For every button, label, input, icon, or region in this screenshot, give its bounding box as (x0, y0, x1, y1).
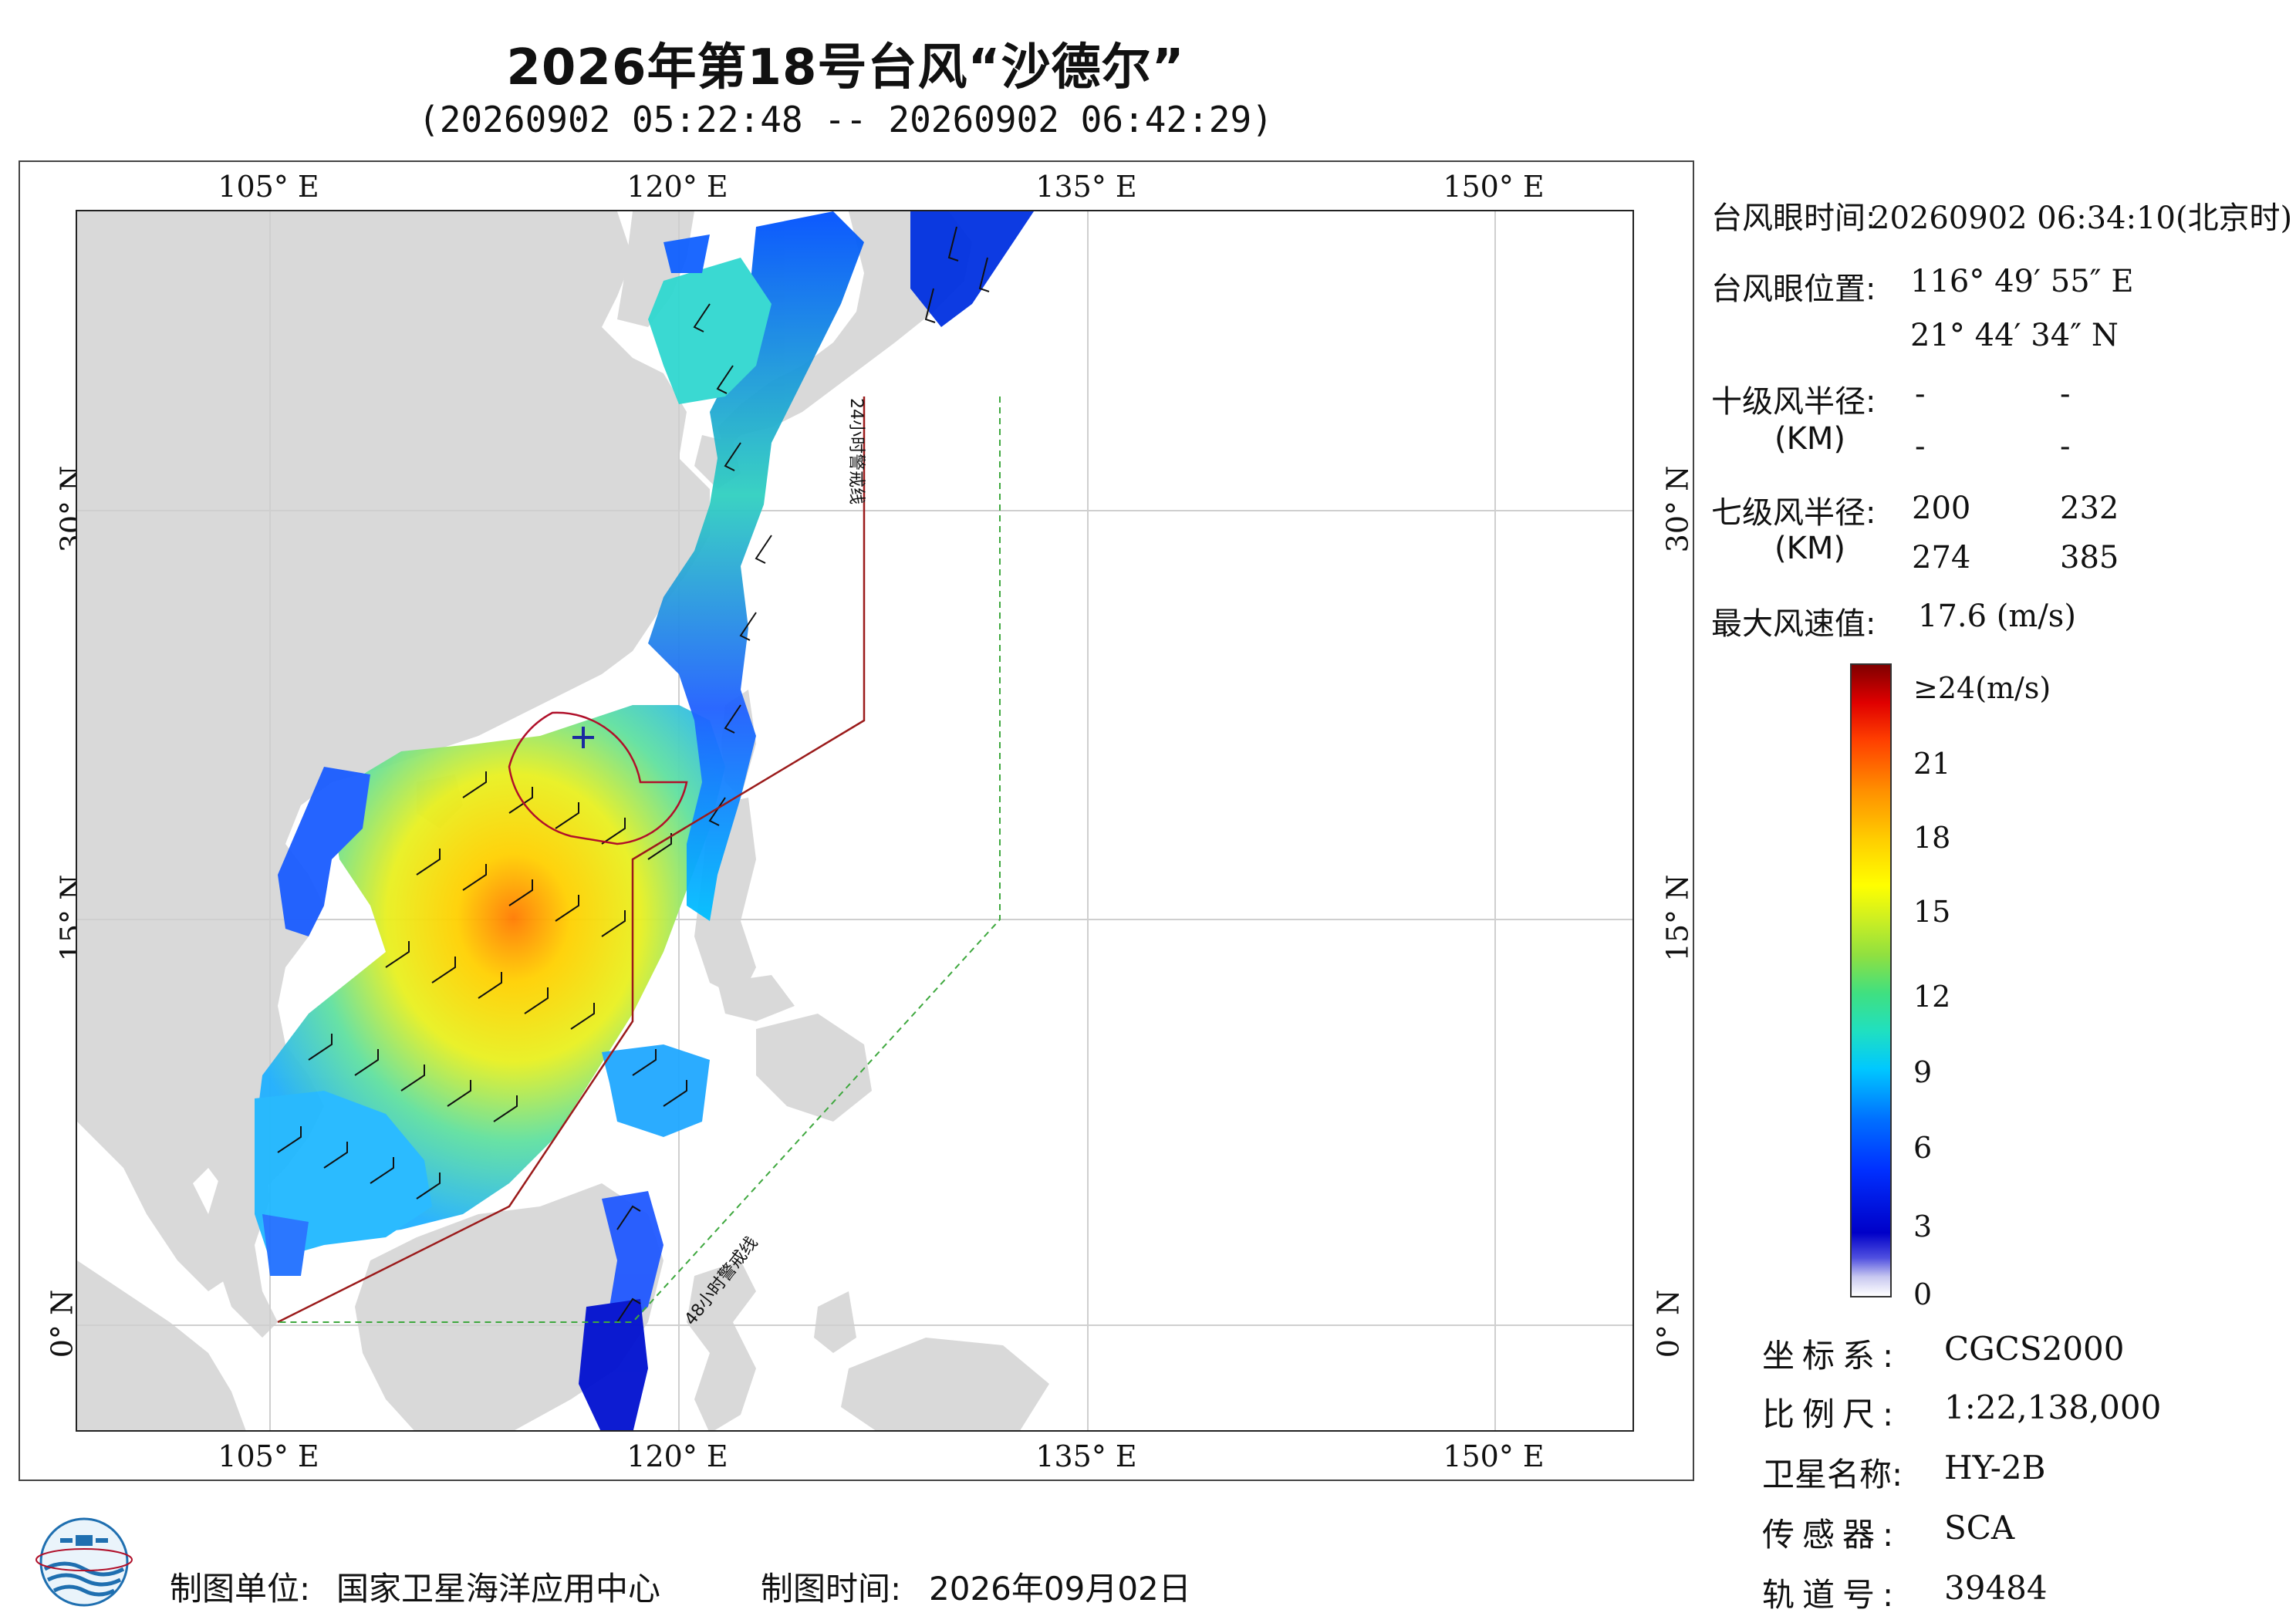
max-wind-value: 17.6 (m/s) (1918, 599, 2076, 634)
typhoon-eye-icon (572, 727, 594, 748)
orbit-label: 轨道号: (1762, 1576, 1902, 1614)
land-halmahera (814, 1291, 856, 1353)
lat-label-right-30: 30° N (1660, 465, 1695, 553)
map-subtitle: (20260902 05:22:48 -- 20260902 06:42:29) (418, 99, 1273, 140)
r7-value-ne: 200 (1912, 491, 1971, 526)
land-sulawesi (687, 1260, 756, 1430)
land-visayas (718, 975, 795, 1021)
wind-swath-south (255, 1091, 432, 1260)
eye-position-lat: 21° 44′ 34″ N (1910, 318, 2119, 353)
sensor-value: SCA (1944, 1509, 2015, 1547)
wind-swath-makassar (579, 1299, 648, 1430)
warning-line-24h-label: 24小时警戒线 (846, 398, 866, 504)
colorbar-tick-18: 18 (1913, 821, 1951, 855)
scale-value: 1:22,138,000 (1944, 1388, 2162, 1426)
orbit-value: 39484 (1944, 1569, 2048, 1607)
lon-label-bottom-150: 150° E (1443, 1439, 1545, 1473)
land-new-guinea (841, 1338, 1049, 1430)
producer-value: 国家卫星海洋应用中心 (336, 1570, 661, 1608)
r10-value-se: - (2060, 376, 2071, 412)
land-mindanao (756, 1014, 872, 1122)
eye-position-label: 台风眼位置: (1711, 272, 1876, 307)
colorbar-tick-21: 21 (1913, 747, 1951, 781)
wind-swath-gulf (278, 767, 370, 936)
r7-value-se: 232 (2060, 491, 2119, 526)
lat-label-right-0: 0° N (1651, 1289, 1686, 1358)
satellite-value: HY-2B (1944, 1449, 2046, 1486)
wind-swath-japan-sea (910, 211, 1034, 327)
production-date-label: 制图时间: (761, 1570, 902, 1608)
wind-swath-east-sea (648, 211, 864, 921)
eye-position-lon: 116° 49′ 55″ E (1910, 264, 2134, 299)
r7-unit: (KM) (1774, 531, 1845, 566)
r10-value-nw: - (2060, 429, 2071, 464)
wind-barbs (277, 226, 990, 1323)
map-title: 2026年第18号台风“沙德尔” (506, 39, 1185, 96)
max-wind-label: 最大风速值: (1711, 606, 1876, 642)
production-date-value: 2026年09月02日 (929, 1570, 1191, 1608)
r10-value-ne: - (1915, 376, 1926, 412)
map-svg (77, 211, 1633, 1430)
wind-radius-7 (508, 711, 688, 845)
r10-value-sw: - (1915, 429, 1926, 464)
colorbar-tick-3: 3 (1913, 1210, 1933, 1243)
wind-field-west (255, 705, 725, 1276)
producer-label: 制图单位: (170, 1570, 311, 1608)
eye-time-label: 台风眼时间: (1711, 201, 1876, 236)
lon-label-top-135: 135° E (1035, 170, 1137, 204)
colorbar-tick-12: 12 (1913, 980, 1951, 1014)
wind-swath-scs (255, 705, 725, 1237)
typhoon-marker (508, 711, 688, 845)
lon-label-top-150: 150° E (1443, 170, 1545, 204)
nsoas-logo-icon (35, 1517, 133, 1607)
land-asia-mainland (77, 211, 710, 1291)
r7-label: 七级风半径: (1711, 495, 1876, 531)
lon-label-bottom-105: 105° E (218, 1439, 319, 1473)
wind-swath-sumatra (262, 1214, 309, 1276)
r7-value-sw: 274 (1912, 540, 1971, 575)
lon-label-top-105: 105° E (218, 170, 319, 204)
lon-label-bottom-135: 135° E (1035, 1439, 1137, 1473)
warning-line-48h (278, 396, 1001, 1323)
r10-label: 十级风半径: (1711, 384, 1876, 420)
warning-line-24h (277, 396, 866, 1324)
map-area: 24小时警戒线 48小时警戒线 (76, 210, 1634, 1432)
wind-swath-yellow-sea (648, 258, 772, 404)
scale-label: 比例尺: (1762, 1395, 1902, 1433)
satellite-label: 卫星名称: (1762, 1456, 1903, 1493)
crs-value: CGCS2000 (1944, 1330, 2125, 1368)
sensor-label: 传感器: (1762, 1516, 1902, 1554)
map-frame (19, 160, 1694, 1481)
colorbar-tick-15: 15 (1913, 895, 1951, 929)
wind-field-east (579, 211, 1034, 1430)
eye-time-value: 20260902 06:34:10(北京时) (1870, 201, 2293, 236)
r10-unit: (KM) (1774, 421, 1845, 457)
lat-label-left-0: 0° N (45, 1289, 79, 1358)
land-sumatra (77, 1260, 246, 1430)
wind-speed-colorbar (1850, 663, 1892, 1297)
colorbar-tick-0: 0 (1913, 1277, 1933, 1311)
r7-value-nw: 385 (2060, 540, 2119, 575)
lat-label-right-15: 15° N (1660, 874, 1695, 962)
colorbar-tick-24: ≥24(m/s) (1913, 671, 2051, 705)
lon-label-bottom-120: 120° E (626, 1439, 728, 1473)
wind-swath-sulu (602, 1044, 710, 1137)
colorbar-tick-9: 9 (1913, 1055, 1933, 1089)
lon-label-top-120: 120° E (626, 170, 728, 204)
colorbar-tick-6: 6 (1913, 1131, 1933, 1165)
crs-label: 坐标系: (1762, 1337, 1902, 1375)
wind-swath-bohai (663, 235, 710, 273)
wind-swath-celebes (602, 1191, 663, 1338)
